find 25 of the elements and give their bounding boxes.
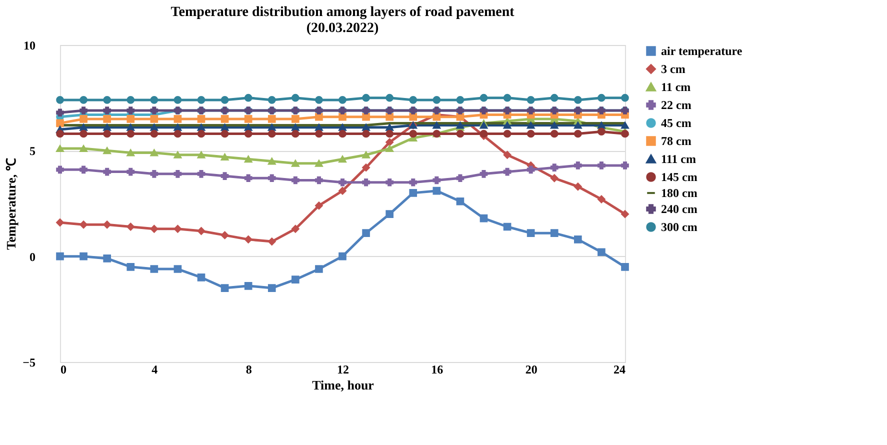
y-tick-label: 10 xyxy=(24,38,36,52)
legend-label: air temperature xyxy=(661,44,743,58)
x-tick-label: 8 xyxy=(246,362,252,376)
legend-label: 3 cm xyxy=(661,62,686,76)
chart-title: Temperature distribution among layers of road pavement (20.03.2022) xyxy=(170,5,515,36)
y-tick-label: 5 xyxy=(30,144,36,158)
x-tick-label: 24 xyxy=(614,362,626,376)
legend-label: 180 cm xyxy=(661,186,698,200)
x-tick-label: 4 xyxy=(152,362,158,376)
x-tick-label: 0 xyxy=(60,362,66,376)
y-tick-label: −5 xyxy=(22,356,36,370)
legend-label: 145 cm xyxy=(661,170,698,184)
y-tick-label: 0 xyxy=(30,250,36,264)
x-tick-label: 12 xyxy=(337,362,349,376)
x-tick-label: 16 xyxy=(431,362,444,376)
x-tick-label: 20 xyxy=(525,362,538,376)
legend-label: 78 cm xyxy=(661,134,692,148)
y-axis-title: Temperature, ℃ xyxy=(4,158,19,250)
legend-label: 45 cm xyxy=(661,116,692,130)
legend-label: 11 cm xyxy=(661,80,691,94)
legend-label: 300 cm xyxy=(661,220,698,234)
legend-label: 240 cm xyxy=(661,202,698,216)
legend-label: 22 cm xyxy=(661,98,692,112)
x-axis-title: Time, hour xyxy=(312,378,374,392)
legend-label: 111 cm xyxy=(661,152,696,166)
